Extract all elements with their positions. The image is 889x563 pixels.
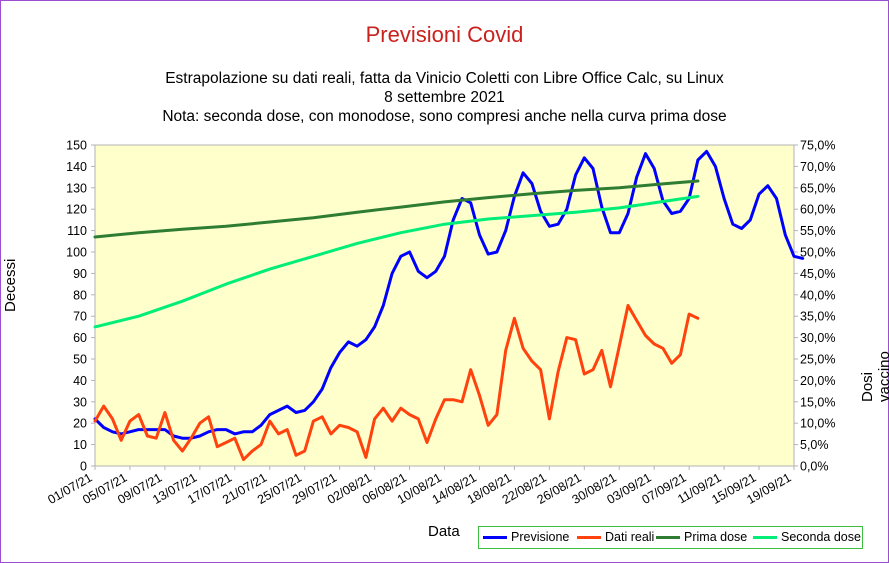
left-axis-ticks: 0 10 20 30 40 50 60 70 80 90 100 110 120 130 140 150 [66, 139, 95, 474]
left-tick-label: 100 [66, 246, 87, 260]
legend-swatch-seconda-dose [753, 535, 777, 539]
y-axis-right-title: Dosi vaccino su abitanti [859, 351, 889, 402]
legend-item-seconda-dose: Seconda dose [753, 530, 861, 544]
chart-subtitle-line-1: Estrapolazione su dati reali, fatta da V… [165, 70, 724, 87]
legend-swatch-dati-reali [577, 535, 601, 539]
left-tick-label: 10 [73, 438, 87, 452]
chart-title: Previsioni Covid [365, 22, 524, 47]
left-tick-label: 120 [66, 203, 87, 217]
legend-label-previsione: Previsione [511, 530, 570, 544]
legend-label-prima-dose: Prima dose [684, 530, 748, 544]
legend: Previsione Dati reali Prima dose Seconda… [478, 526, 863, 549]
right-tick-label: 60,0% [800, 203, 835, 217]
right-tick-label: 15,0% [800, 395, 835, 409]
chart-subtitle-line-3: Nota: seconda dose, con monodose, sono c… [162, 108, 727, 125]
left-tick-label: 20 [73, 417, 87, 431]
right-tick-label: 25,0% [800, 353, 835, 367]
right-tick-label: 10,0% [800, 417, 835, 431]
right-tick-label: 65,0% [800, 181, 835, 195]
legend-swatch-previsione [483, 535, 507, 539]
right-tick-label: 0,0% [800, 460, 829, 474]
left-tick-label: 40 [73, 374, 87, 388]
left-tick-label: 80 [73, 288, 87, 302]
left-tick-label: 30 [73, 395, 87, 409]
right-tick-label: 70,0% [800, 160, 835, 174]
right-tick-label: 40,0% [800, 288, 835, 302]
legend-item-previsione: Previsione [483, 530, 569, 544]
legend-label-dati-reali: Dati reali [605, 530, 655, 544]
y-axis-left-title: Decessi [2, 258, 19, 312]
right-tick-label: 50,0% [800, 246, 835, 260]
series-line-seconda-dose [93, 194, 700, 329]
right-tick-label: 35,0% [800, 310, 835, 324]
legend-item-prima-dose: Prima dose [656, 530, 747, 544]
right-tick-label: 45,0% [800, 267, 835, 281]
right-tick-label: 20,0% [800, 374, 835, 388]
right-tick-label: 5,0% [800, 438, 829, 452]
legend-swatch-prima-dose [656, 535, 680, 539]
left-tick-label: 150 [66, 139, 87, 153]
left-tick-label: 0 [80, 460, 87, 474]
left-tick-label: 110 [67, 224, 87, 238]
right-axis-ticks: 0,0% 5,0% 10,0% 15,0% 20,0% 25,0% 30,0% 35,0% 40… [794, 139, 835, 474]
left-tick-label: 60 [73, 331, 87, 345]
legend-item-dati-reali: Dati reali [577, 530, 654, 544]
series-line-dati-reali [93, 304, 700, 462]
x-axis-title: Data [428, 523, 460, 540]
right-tick-label: 30,0% [800, 331, 835, 345]
left-tick-label: 90 [73, 267, 87, 281]
series-line-prima-dose [93, 179, 700, 239]
x-axis-ticks: 01/07/2105/07/2109/07/2113/07/2117/07/21… [45, 466, 795, 507]
left-tick-label: 130 [66, 181, 87, 195]
left-tick-label: 50 [73, 353, 87, 367]
left-tick-label: 140 [66, 160, 87, 174]
right-tick-label: 55,0% [800, 224, 835, 238]
legend-label-seconda-dose: Seconda dose [781, 530, 861, 544]
chart-subtitle-line-2: 8 settembre 2021 [384, 89, 505, 106]
series-layer [93, 149, 805, 462]
right-tick-label: 75,0% [800, 139, 835, 153]
left-tick-label: 70 [73, 310, 87, 324]
